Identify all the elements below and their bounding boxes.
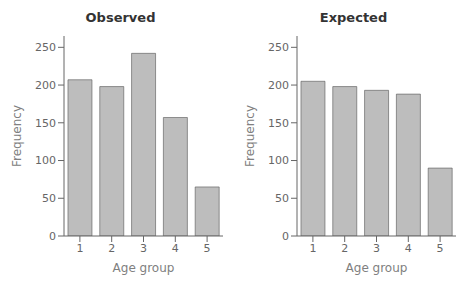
svg-text:150: 150 (35, 117, 56, 130)
svg-text:1: 1 (76, 242, 83, 255)
svg-text:50: 50 (275, 192, 289, 205)
svg-text:3: 3 (373, 242, 380, 255)
svg-text:4: 4 (405, 242, 412, 255)
svg-text:2: 2 (341, 242, 348, 255)
svg-text:0: 0 (49, 230, 56, 243)
svg-text:1: 1 (309, 242, 316, 255)
svg-text:5: 5 (437, 242, 444, 255)
svg-text:Age group: Age group (346, 261, 408, 275)
svg-text:200: 200 (268, 79, 289, 92)
svg-text:200: 200 (35, 79, 56, 92)
svg-text:0: 0 (282, 230, 289, 243)
svg-text:Frequency: Frequency (243, 105, 257, 167)
svg-text:2: 2 (108, 242, 115, 255)
html-text:Observed: Observed (85, 10, 156, 25)
svg-text:Age group: Age group (113, 261, 175, 275)
svg-text:100: 100 (268, 154, 289, 167)
svg-text:Frequency: Frequency (10, 105, 24, 167)
svg-text:50: 50 (42, 192, 56, 205)
svg-text:100: 100 (35, 154, 56, 167)
svg-text:4: 4 (172, 242, 179, 255)
svg-text:250: 250 (268, 41, 289, 54)
svg-text:5: 5 (204, 242, 211, 255)
svg-text:250: 250 (35, 41, 56, 54)
svg-text:3: 3 (140, 242, 147, 255)
svg-text:150: 150 (268, 117, 289, 130)
html-text:Expected: Expected (319, 10, 388, 25)
